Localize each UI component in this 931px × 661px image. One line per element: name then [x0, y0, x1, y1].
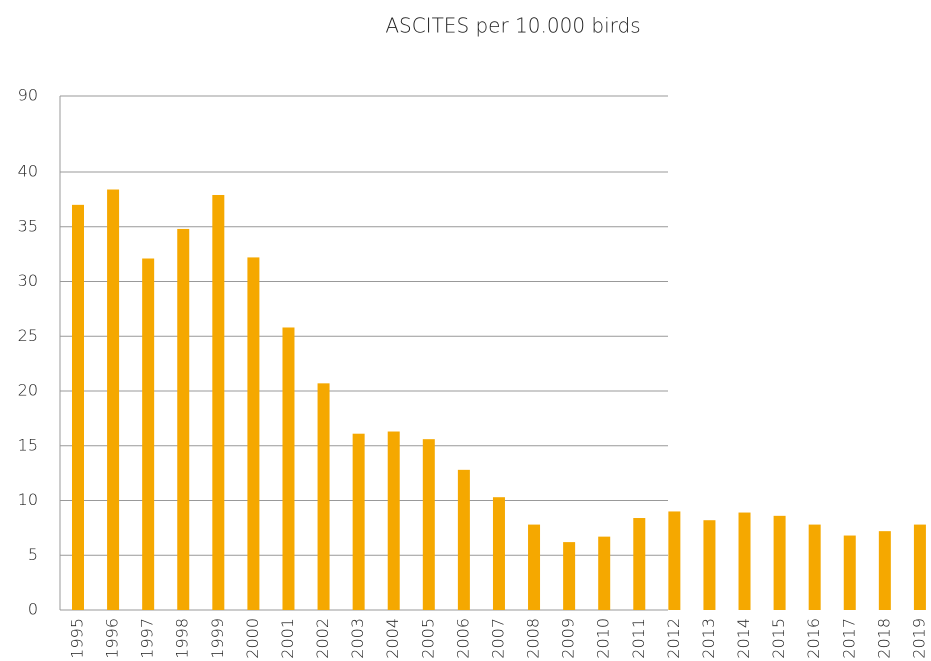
x-tick-label: 2000: [243, 618, 262, 659]
y-tick-label: 40: [18, 162, 38, 181]
x-tick-label: 2012: [664, 618, 683, 659]
x-tick-label: 2018: [874, 618, 893, 659]
bar: [492, 497, 505, 610]
x-tick-label: 2015: [769, 618, 788, 659]
bar: [107, 189, 120, 610]
x-tick-label: 1995: [68, 618, 87, 659]
bar: [843, 535, 856, 610]
bar: [913, 524, 926, 610]
bar: [387, 431, 400, 610]
x-tick-label: 2017: [839, 618, 858, 659]
bar: [563, 542, 576, 610]
bar: [598, 536, 611, 610]
bar: [878, 531, 891, 610]
x-tick-label: 2002: [313, 618, 332, 659]
x-tick-label: 2014: [734, 618, 753, 659]
x-tick-label: 1999: [208, 618, 227, 659]
x-tick-label: 2007: [488, 618, 507, 659]
bar: [528, 524, 541, 610]
bar: [142, 258, 155, 610]
y-tick-label: 30: [18, 271, 38, 290]
x-tick-label: 2001: [278, 618, 297, 659]
y-tick-label: 10: [18, 490, 38, 509]
x-tick-label: 2005: [418, 618, 437, 659]
y-tick-label: 15: [18, 435, 38, 454]
y-tick-label: 20: [18, 381, 38, 400]
bar: [808, 524, 821, 610]
y-tick-label: 5: [28, 545, 38, 564]
bar: [703, 520, 716, 610]
x-tick-label: 2019: [909, 618, 928, 659]
bar: [773, 515, 786, 610]
bar: [668, 511, 681, 610]
x-tick-label: 2011: [629, 618, 648, 659]
x-tick-label: 1996: [103, 618, 122, 659]
bar: [352, 433, 365, 610]
bar: [457, 469, 470, 610]
x-tick-label: 2013: [699, 618, 718, 659]
bar: [422, 439, 435, 610]
bar: [72, 204, 84, 610]
x-tick-label: 1998: [173, 618, 192, 659]
x-tick-label: 1997: [138, 618, 157, 659]
bar: [633, 518, 646, 610]
y-tick-label: 90: [18, 86, 38, 105]
x-tick-label: 2008: [524, 618, 543, 659]
bar: [212, 194, 225, 610]
bar: [177, 228, 190, 610]
bar: [282, 327, 295, 610]
x-tick-label: 2016: [804, 618, 823, 659]
y-tick-label: 0: [28, 600, 38, 619]
y-tick-label: 25: [18, 326, 38, 345]
x-tick-label: 2006: [453, 618, 472, 659]
bar: [317, 383, 330, 610]
y-tick-label: 35: [18, 216, 38, 235]
bar: [738, 512, 751, 610]
x-tick-label: 2003: [348, 618, 367, 659]
x-tick-label: 2010: [594, 618, 613, 659]
x-tick-label: 2004: [383, 618, 402, 659]
bar: [247, 257, 260, 610]
x-tick-label: 2009: [559, 618, 578, 659]
chart-title: ASCITES per 10.000 birds: [385, 14, 640, 38]
